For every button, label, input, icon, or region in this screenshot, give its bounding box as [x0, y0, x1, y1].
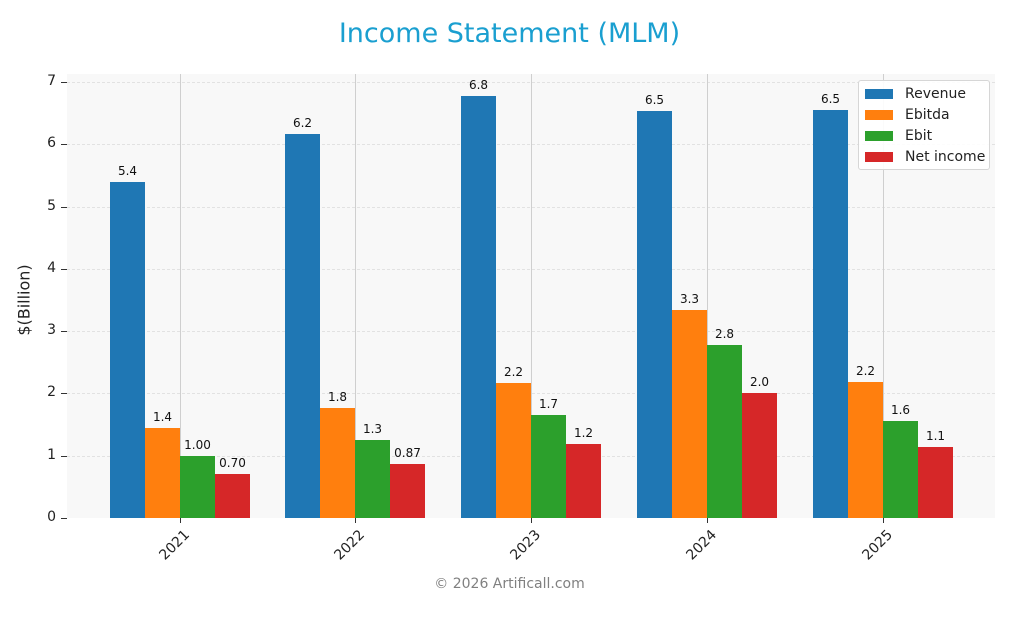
legend-swatch [865, 152, 893, 162]
bar-value-label: 1.4 [152, 410, 173, 425]
legend-swatch [865, 89, 893, 99]
gridline-vertical [531, 74, 532, 518]
copyright-footer: © 2026 Artificall.com [434, 576, 585, 592]
chart-title: Income Statement (MLM) [338, 18, 681, 49]
x-tick-label: 2024 [683, 527, 721, 564]
bar-ebitda-2024 [672, 309, 707, 518]
bar-ebitda-2023 [496, 382, 531, 518]
bar-revenue-2024 [637, 110, 672, 518]
x-tick-mark [180, 518, 181, 523]
y-tick-label: 2 [47, 384, 56, 401]
y-tick-label: 7 [47, 72, 56, 89]
x-tick-mark [707, 518, 708, 523]
bar-net-income-2025 [918, 446, 953, 518]
bar-value-label: 1.6 [890, 402, 911, 417]
bar-value-label: 6.2 [292, 116, 313, 131]
gridline-vertical [707, 74, 708, 518]
legend-label: Ebitda [905, 107, 950, 123]
y-tick-mark [61, 393, 67, 395]
y-tick-mark [61, 206, 67, 208]
bar-value-label: 6.5 [820, 91, 841, 106]
gridline-vertical [180, 74, 181, 518]
y-tick-mark [61, 455, 67, 457]
bar-value-label: 1.00 [184, 437, 211, 452]
y-tick-mark [61, 81, 67, 83]
bar-revenue-2022 [285, 134, 320, 518]
bar-value-label: 2.2 [503, 364, 524, 379]
bar-value-label: 3.3 [679, 291, 700, 306]
x-tick-label: 2025 [859, 527, 897, 564]
x-tick-mark [531, 518, 532, 523]
legend-item-ebitda: Ebitda [865, 105, 950, 125]
bar-ebit-2022 [355, 439, 390, 518]
bar-value-label: 5.4 [117, 163, 138, 178]
bar-value-label: 0.87 [394, 445, 421, 460]
bar-value-label: 1.1 [925, 428, 946, 443]
x-tick-label: 2023 [507, 527, 545, 564]
y-tick-mark [61, 144, 67, 146]
y-tick-mark [61, 518, 67, 519]
y-tick-mark [61, 331, 67, 333]
legend-label: Net income [905, 149, 986, 165]
y-tick-label: 3 [47, 322, 56, 339]
bar-value-label: 1.7 [538, 396, 559, 411]
bar-net-income-2023 [566, 444, 601, 518]
legend-label: Revenue [905, 86, 966, 102]
bar-net-income-2021 [215, 474, 250, 518]
legend-label: Ebit [905, 128, 933, 144]
bar-revenue-2021 [110, 181, 145, 518]
legend: Revenue Ebitda Ebit Net income [858, 80, 990, 170]
gridline-vertical [883, 74, 884, 518]
bar-value-label: 2.0 [749, 375, 770, 390]
gridline-vertical [355, 74, 356, 518]
bar-value-label: 0.70 [219, 456, 246, 471]
legend-item-ebit: Ebit [865, 126, 932, 146]
bar-value-label: 2.2 [855, 363, 876, 378]
bar-ebit-2021 [180, 455, 215, 518]
y-tick-label: 1 [47, 446, 56, 463]
x-tick-mark [883, 518, 884, 523]
y-tick-label: 5 [47, 197, 56, 214]
bar-value-label: 1.8 [327, 389, 348, 404]
bar-ebit-2024 [707, 345, 742, 518]
bar-ebit-2023 [531, 414, 566, 518]
legend-item-net-income: Net income [865, 147, 985, 167]
bar-net-income-2022 [390, 463, 425, 518]
bar-ebitda-2022 [320, 407, 355, 518]
legend-swatch [865, 110, 893, 120]
bar-value-label: 6.8 [468, 77, 489, 92]
y-tick-label: 0 [47, 509, 56, 525]
bar-ebitda-2021 [145, 428, 180, 518]
bar-revenue-2023 [461, 95, 496, 518]
x-tick-label: 2021 [156, 527, 194, 564]
bar-value-label: 6.5 [644, 92, 665, 107]
x-tick-mark [355, 518, 356, 523]
bar-revenue-2025 [813, 109, 848, 518]
y-tick-mark [61, 268, 67, 270]
bar-ebit-2025 [883, 420, 918, 518]
bar-value-label: 1.3 [362, 421, 383, 436]
y-tick-label: 6 [47, 135, 56, 152]
bar-value-label: 2.8 [714, 327, 735, 342]
bar-value-label: 1.2 [573, 426, 594, 441]
legend-item-revenue: Revenue [865, 84, 966, 104]
bar-ebitda-2025 [848, 381, 883, 518]
y-tick-label: 4 [47, 259, 56, 276]
bar-net-income-2024 [742, 393, 777, 518]
x-tick-label: 2022 [331, 527, 369, 564]
legend-swatch [865, 131, 893, 141]
